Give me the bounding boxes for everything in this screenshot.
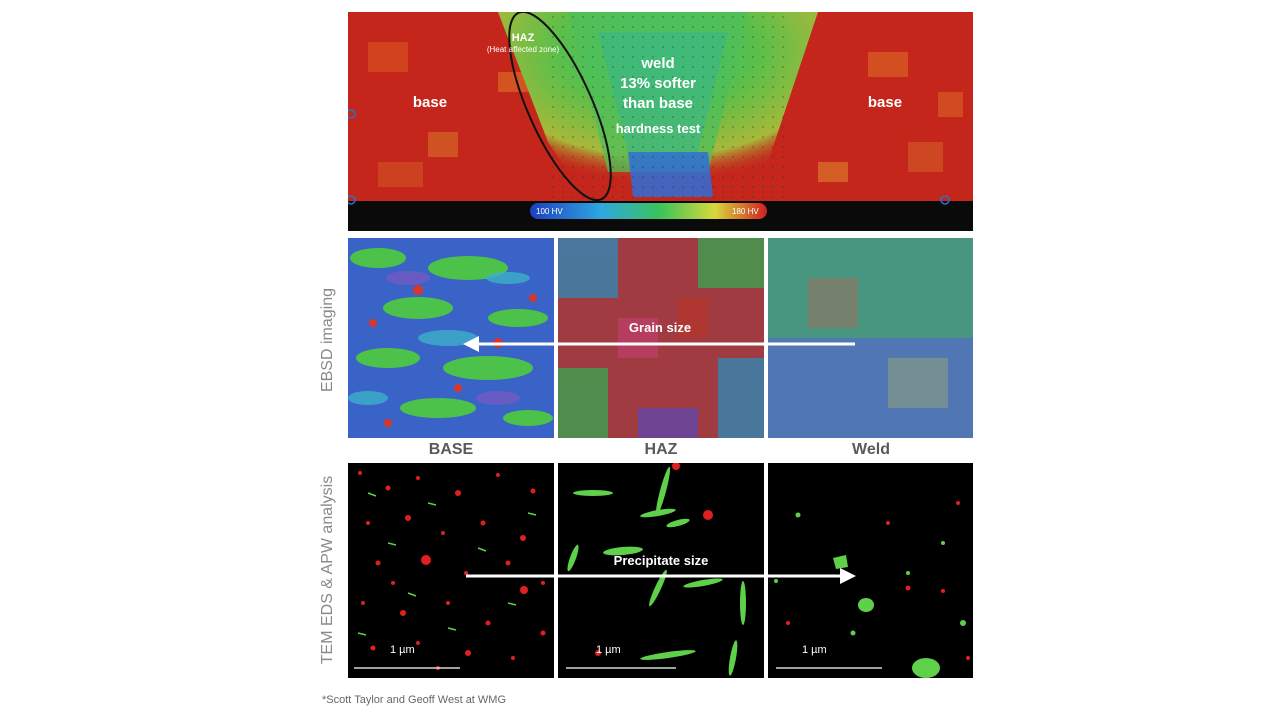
precipitate-size-arrow [466,568,856,584]
weld-line-3: than base [622,95,694,112]
column-header-haz: HAZ [644,441,678,458]
scale-max-label: 180 HV [732,207,759,216]
tem-haz-panel: 1 µm [558,463,764,678]
grain-size-label: Grain size [628,320,692,335]
ebsd-weld-panel [768,238,973,438]
scale-weld-label: 1 µm [802,644,827,656]
hardness-map-graphic [348,12,973,231]
weld-line-2: 13% softer [620,75,696,92]
ebsd-base-panel [348,238,554,438]
column-header-weld: Weld [852,441,890,458]
tem-base-graphic [348,463,554,678]
weld-label: weld 13% softer than base [588,54,728,114]
base-left-label: base [412,94,448,111]
scale-base-label: 1 µm [390,644,415,656]
ebsd-weld-graphic [768,238,973,438]
column-header-base: BASE [428,441,474,458]
tem-row-label: TEM EDS & APW analysis [319,475,336,665]
tem-base-panel: 1 µm [348,463,554,678]
footnote: *Scott Taylor and Geoff West at WMG [322,694,507,706]
tem-weld-panel: 1 µm [768,463,973,678]
hardness-map: HAZ (Heat affected zone) weld 13% softer… [348,12,973,231]
weld-line-1: weld [641,55,675,72]
ebsd-haz-graphic [558,238,764,438]
ebsd-base-graphic [348,238,554,438]
ebsd-row-label: EBSD imaging [319,287,336,393]
haz-sublabel: (Heat affected zone) [486,45,560,54]
scale-min-label: 100 HV [536,207,563,216]
ebsd-haz-panel [558,238,764,438]
tem-weld-graphic [768,463,973,678]
grain-size-arrow [463,336,855,352]
scale-haz-label: 1 µm [596,644,621,656]
haz-label: HAZ [511,32,535,44]
precipitate-size-label: Precipitate size [613,553,709,568]
base-right-label: base [867,94,903,111]
hardness-test-label: hardness test [615,121,701,136]
tem-haz-graphic [558,463,764,678]
